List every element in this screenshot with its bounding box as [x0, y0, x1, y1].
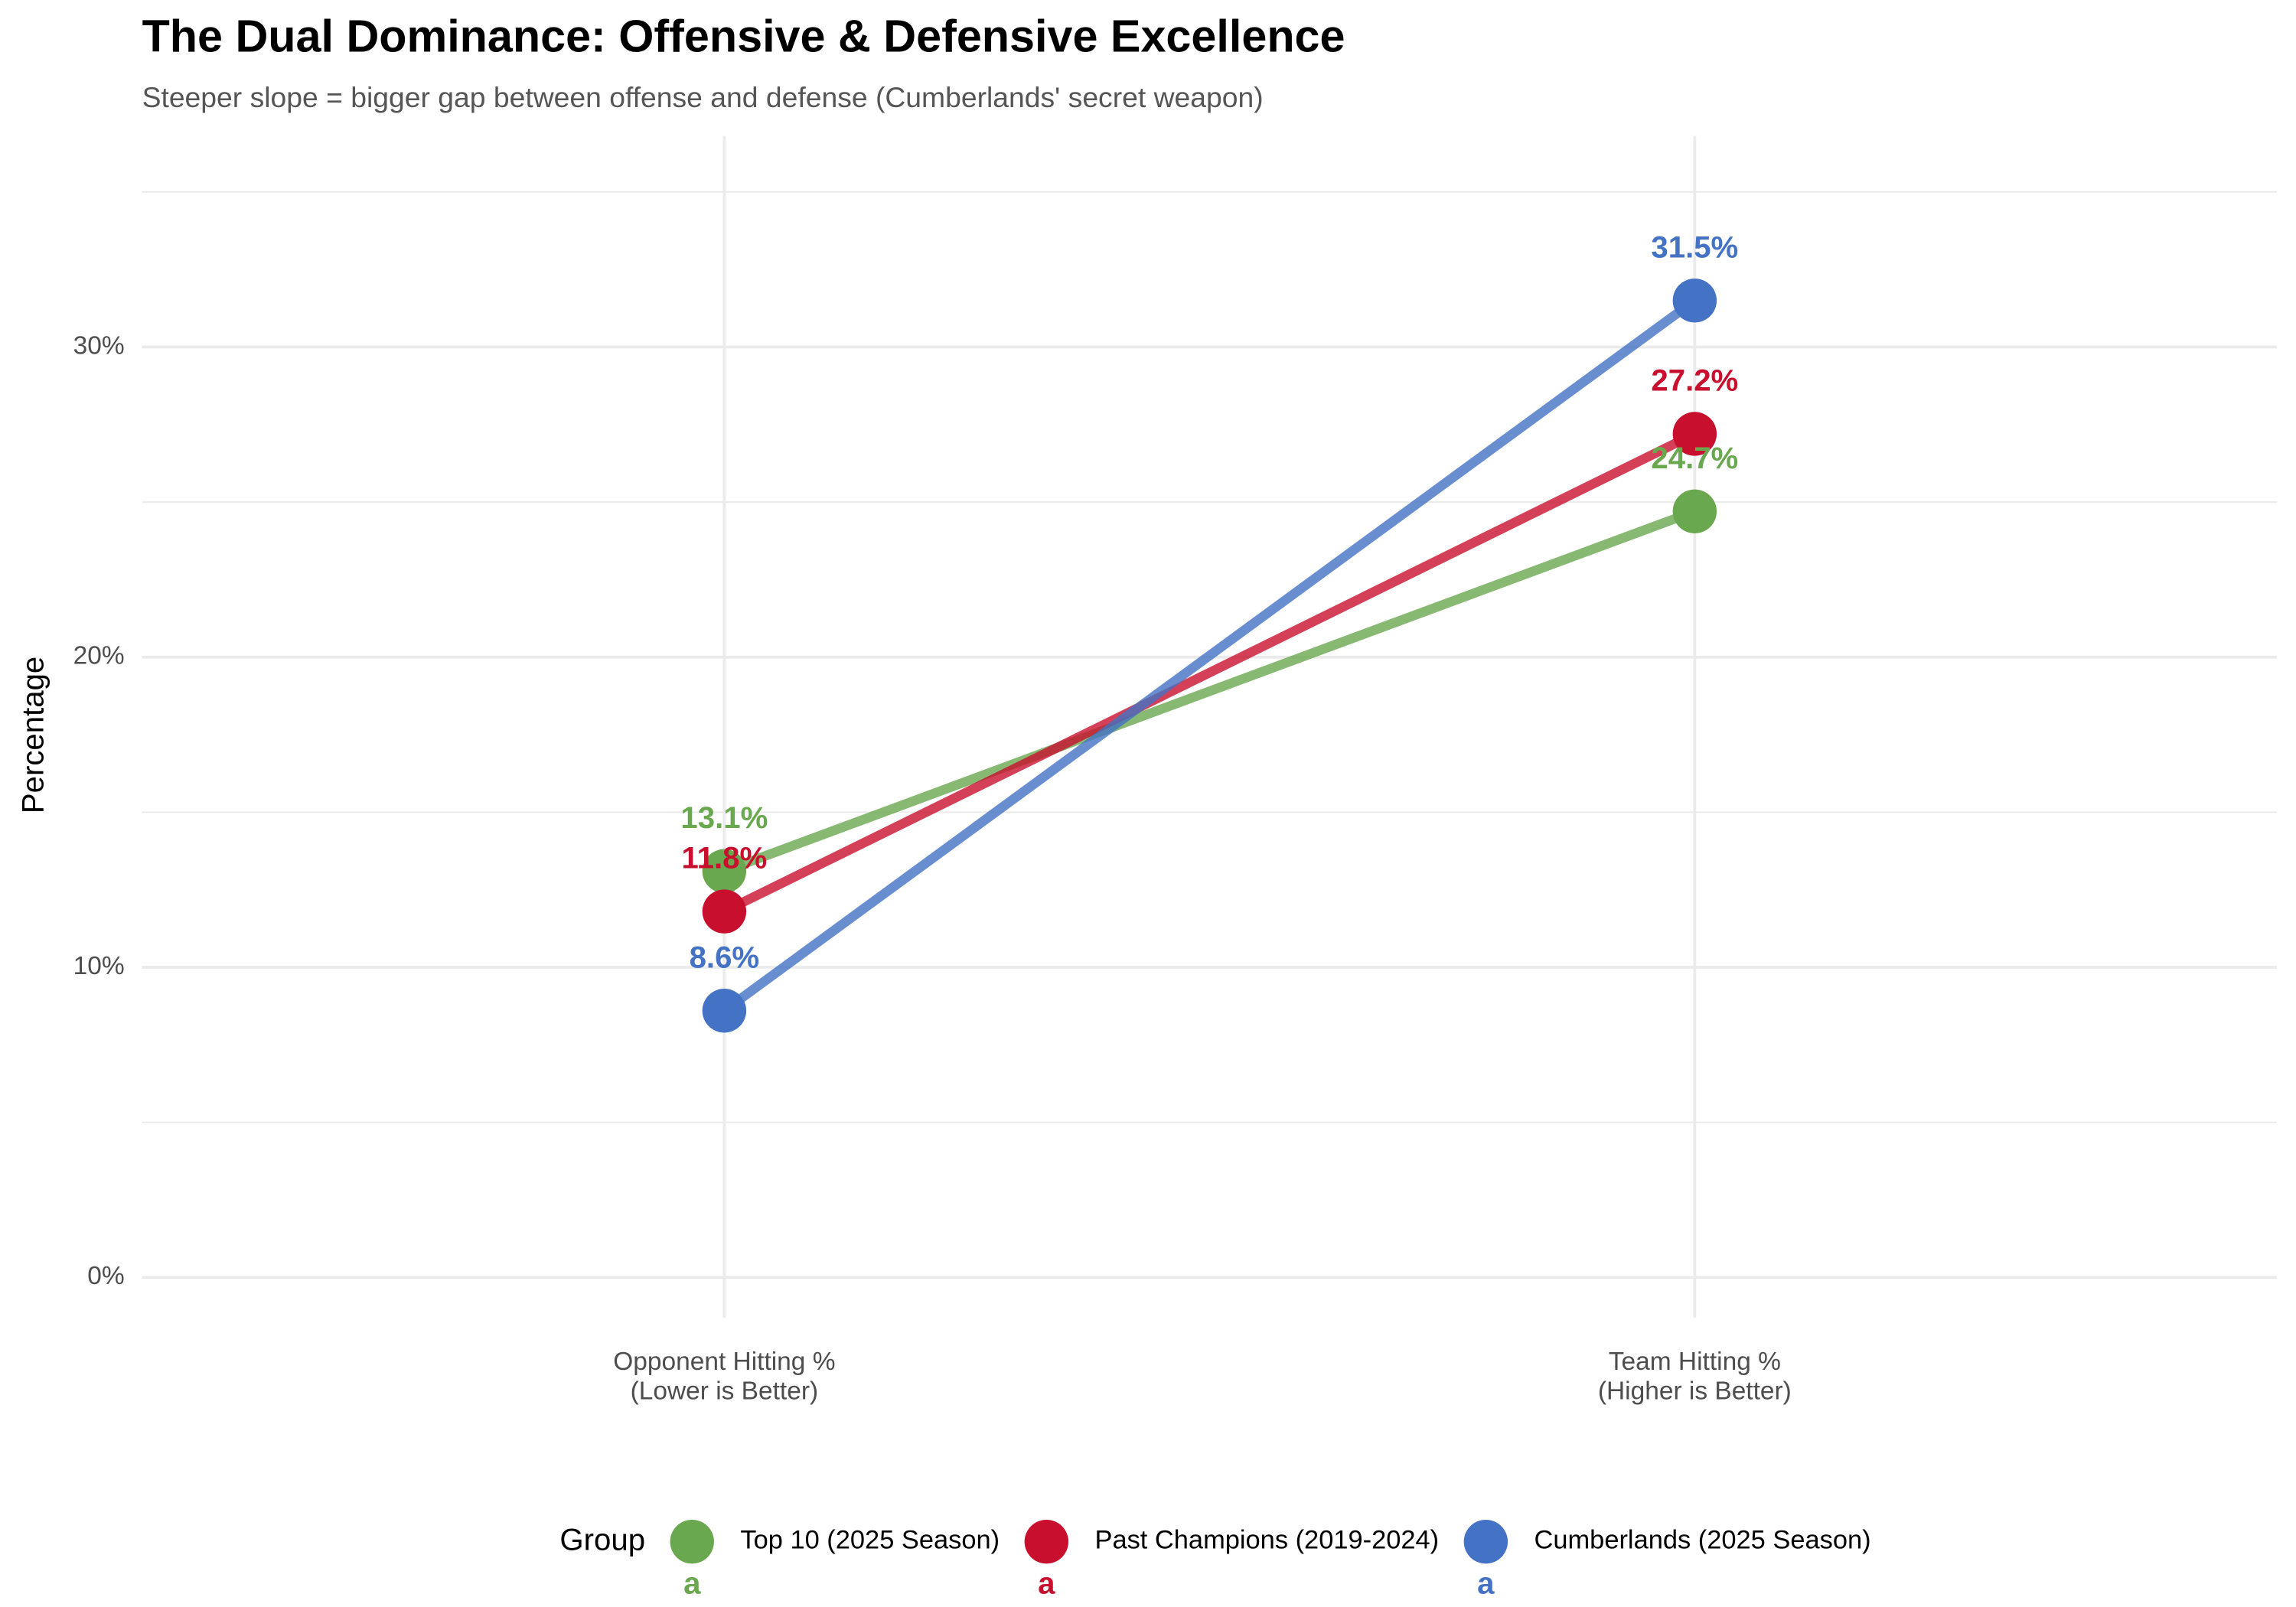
- legend-key: [1463, 1519, 1508, 1564]
- point: [702, 849, 747, 894]
- series-line: [721, 296, 1698, 1015]
- chart-title: The Dual Dominance: Offensive & Defensiv…: [142, 10, 1345, 61]
- legend-key: [1024, 1519, 1069, 1564]
- legend: Group a Top 10 (2025 Season) a Past Champion…: [559, 1519, 1871, 1601]
- legend-item: a Cumberlands (2025 Season): [1463, 1519, 1871, 1601]
- legend-key-text: a: [1038, 1566, 1055, 1601]
- point: [1672, 279, 1717, 323]
- y-tick-label: 30%: [73, 331, 125, 360]
- x-tick-label: Opponent Hitting % (Lower is Better): [613, 1348, 835, 1406]
- point: [1672, 412, 1717, 456]
- y-tick-label: 20%: [73, 642, 125, 670]
- legend-label: Top 10 (2025 Season): [740, 1526, 1000, 1555]
- y-tick-label: 0%: [87, 1262, 124, 1290]
- legend-label: Past Champions (2019-2024): [1094, 1526, 1439, 1555]
- y-tick-label: 10%: [73, 952, 125, 980]
- series-line: [722, 429, 1698, 916]
- point: [702, 989, 747, 1033]
- legend-key-text: a: [1477, 1566, 1495, 1601]
- y-axis-title: Percentage: [16, 657, 51, 813]
- value-label: 27.2%: [1651, 363, 1738, 398]
- legend-key: [670, 1519, 714, 1564]
- series-line: [722, 507, 1697, 876]
- legend-title: Group: [559, 1522, 645, 1556]
- x-tick-label: Team Hitting % (Higher is Better): [1598, 1348, 1792, 1406]
- legend-key-text: a: [683, 1566, 701, 1601]
- point: [702, 889, 747, 934]
- chart-subtitle: Steeper slope = bigger gap between offen…: [142, 81, 1264, 113]
- value-label: 31.5%: [1651, 230, 1738, 264]
- value-label: 8.6%: [690, 940, 760, 974]
- legend-item: a Top 10 (2025 Season): [670, 1519, 1000, 1601]
- legend-label: Cumberlands (2025 Season): [1534, 1526, 1871, 1555]
- value-label: 24.7%: [1651, 441, 1738, 475]
- point: [1672, 489, 1717, 533]
- value-label: 11.8%: [682, 841, 768, 875]
- legend-item: a Past Champions (2019-2024): [1024, 1519, 1439, 1601]
- value-label: 13.1%: [680, 800, 768, 835]
